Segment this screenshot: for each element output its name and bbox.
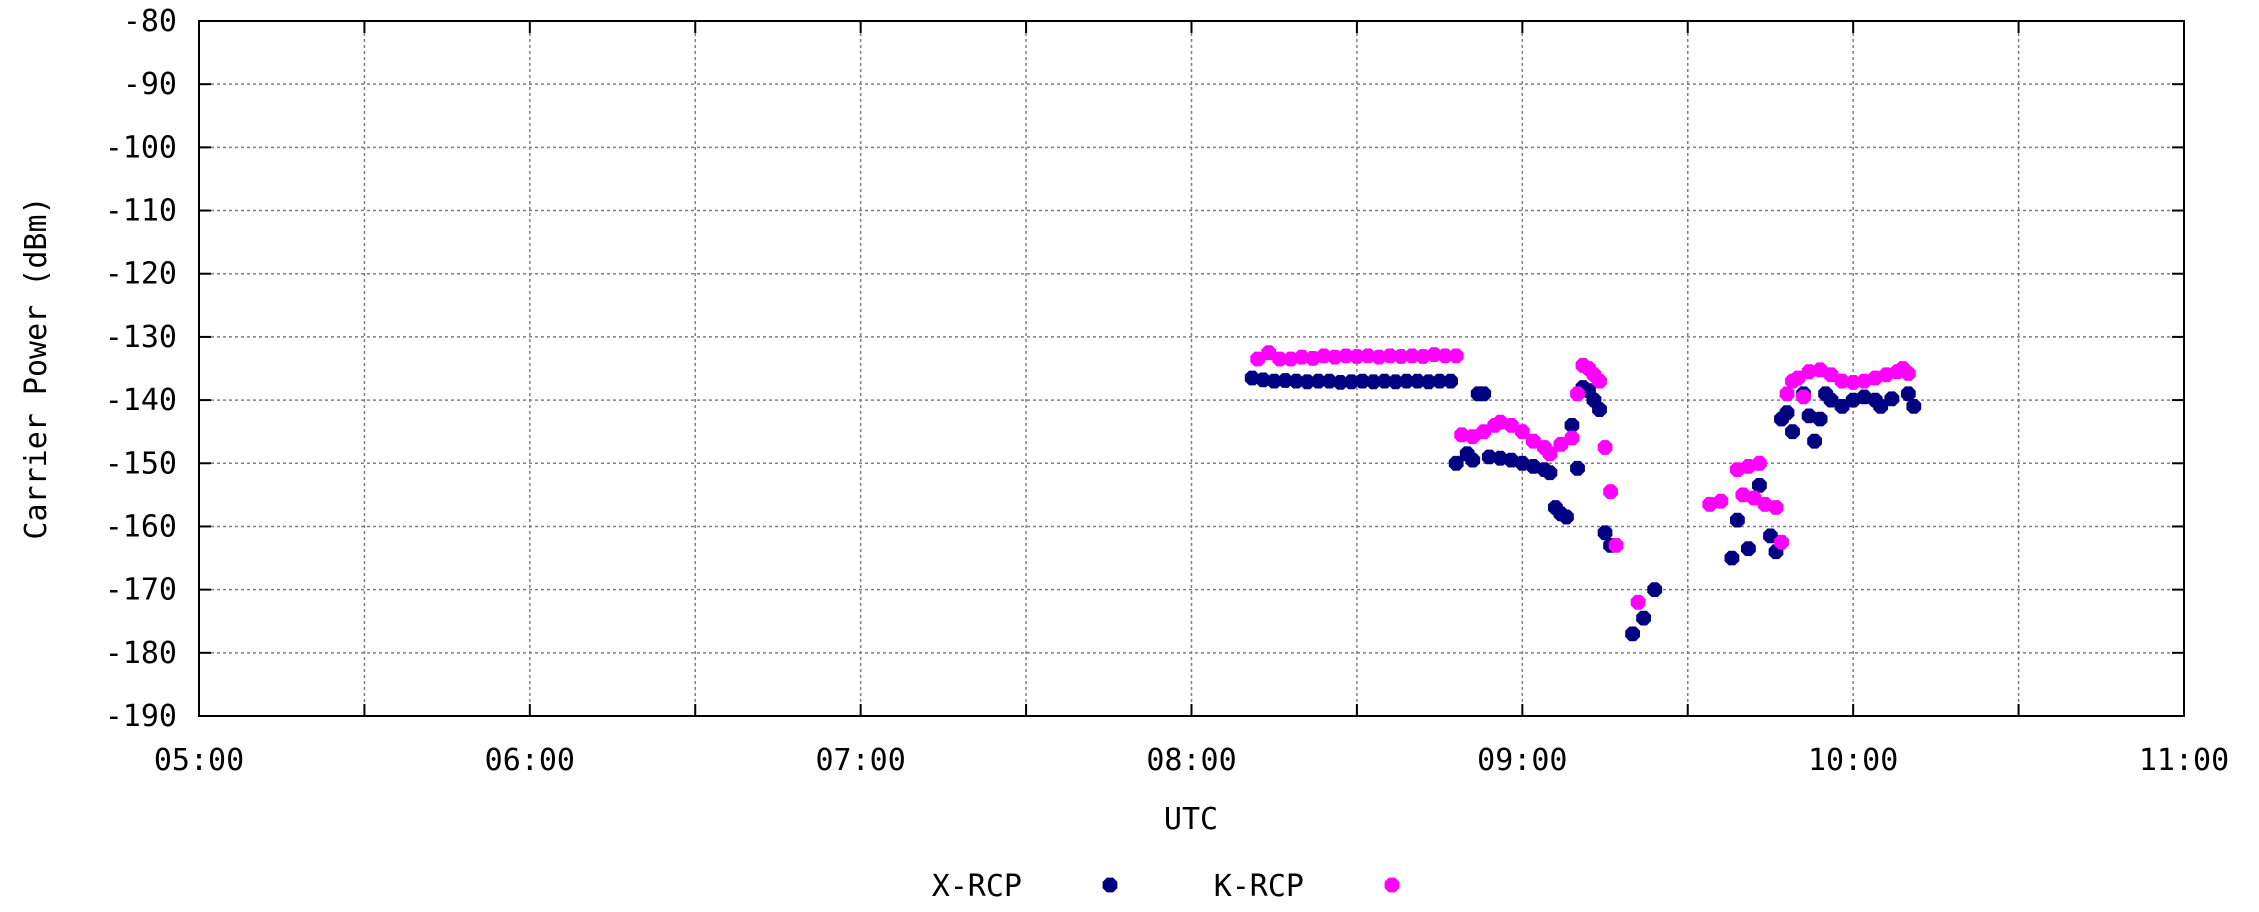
grid-lines bbox=[199, 21, 2184, 716]
x-axis-label: UTC bbox=[1164, 802, 1218, 837]
data-point bbox=[1785, 424, 1800, 440]
x-tick-label: 09:00 bbox=[1477, 743, 1567, 778]
y-tick-label: -110 bbox=[105, 194, 177, 229]
data-point bbox=[1592, 402, 1607, 417]
y-tick-label: -90 bbox=[123, 67, 177, 102]
series-x-rcp bbox=[1244, 370, 1922, 642]
x-tick-label: 11:00 bbox=[2139, 743, 2229, 778]
data-point bbox=[1564, 430, 1580, 446]
data-point bbox=[1774, 534, 1789, 550]
data-points bbox=[1244, 345, 1922, 642]
series-k-rcp bbox=[1250, 345, 1916, 610]
data-point bbox=[1597, 440, 1613, 455]
legend-label: X-RCP bbox=[932, 869, 1022, 904]
data-point bbox=[1884, 391, 1900, 407]
y-tick-label: -100 bbox=[105, 130, 177, 165]
data-point bbox=[1807, 433, 1822, 449]
data-point bbox=[1310, 373, 1326, 389]
data-point bbox=[1432, 373, 1447, 389]
x-tick-label: 06:00 bbox=[485, 743, 575, 778]
data-point bbox=[1796, 389, 1811, 405]
data-point bbox=[1570, 386, 1585, 402]
axis-tick-labels: 05:00 06:00 07:00 08:00 09:00 10:00 11:00 -80 -9… bbox=[105, 4, 2229, 778]
x-tick-label: 08:00 bbox=[1146, 743, 1236, 778]
data-point bbox=[1570, 460, 1585, 476]
data-point bbox=[1900, 366, 1916, 381]
axis-ticks bbox=[199, 20, 2184, 717]
y-tick-label: -120 bbox=[105, 257, 177, 292]
data-point bbox=[1752, 455, 1767, 471]
data-point bbox=[1608, 538, 1624, 553]
data-point bbox=[1812, 411, 1828, 427]
legend: X-RCP K-RCP bbox=[932, 869, 1400, 904]
data-point bbox=[1465, 452, 1481, 468]
data-point bbox=[1514, 424, 1530, 440]
data-point bbox=[1713, 493, 1729, 509]
y-tick-label: -170 bbox=[105, 573, 177, 608]
data-point bbox=[1730, 512, 1745, 528]
data-point bbox=[1768, 500, 1784, 515]
data-point bbox=[1741, 541, 1756, 556]
data-point bbox=[1906, 399, 1922, 414]
data-point bbox=[1779, 405, 1795, 421]
data-point bbox=[1437, 348, 1453, 364]
data-point bbox=[1592, 373, 1607, 389]
data-point bbox=[1636, 610, 1651, 626]
data-point bbox=[1900, 386, 1916, 402]
y-tick-label: -150 bbox=[105, 446, 177, 481]
data-point bbox=[1399, 373, 1414, 389]
x-tick-label: 07:00 bbox=[816, 743, 906, 778]
legend-marker bbox=[1384, 877, 1400, 893]
data-point bbox=[1625, 626, 1640, 642]
data-point bbox=[1542, 465, 1558, 481]
data-point bbox=[1603, 484, 1618, 500]
legend-marker bbox=[1102, 877, 1118, 893]
data-point bbox=[1559, 509, 1574, 525]
y-axis-label: Carrier Power (dBm) bbox=[19, 196, 54, 539]
data-point bbox=[1448, 348, 1464, 364]
data-point bbox=[1272, 351, 1288, 367]
data-point bbox=[1564, 418, 1580, 433]
data-point bbox=[1448, 455, 1464, 471]
y-tick-label: -160 bbox=[105, 509, 177, 544]
data-point bbox=[1647, 582, 1663, 597]
y-tick-label: -130 bbox=[105, 320, 177, 355]
data-point bbox=[1443, 373, 1458, 389]
x-tick-label: 05:00 bbox=[154, 743, 244, 778]
data-point bbox=[1873, 399, 1889, 414]
data-point bbox=[1630, 594, 1646, 610]
data-point bbox=[1597, 525, 1613, 541]
data-point bbox=[1724, 550, 1740, 566]
data-point bbox=[1542, 446, 1558, 462]
y-tick-label: -80 bbox=[123, 4, 177, 39]
legend-label: K-RCP bbox=[1214, 869, 1304, 904]
y-tick-label: -190 bbox=[105, 699, 177, 734]
data-point bbox=[1476, 386, 1492, 402]
data-point bbox=[1779, 386, 1795, 402]
data-point bbox=[1752, 478, 1767, 493]
y-tick-label: -180 bbox=[105, 636, 177, 671]
y-tick-label: -140 bbox=[105, 383, 177, 418]
x-tick-label: 10:00 bbox=[1808, 743, 1898, 778]
